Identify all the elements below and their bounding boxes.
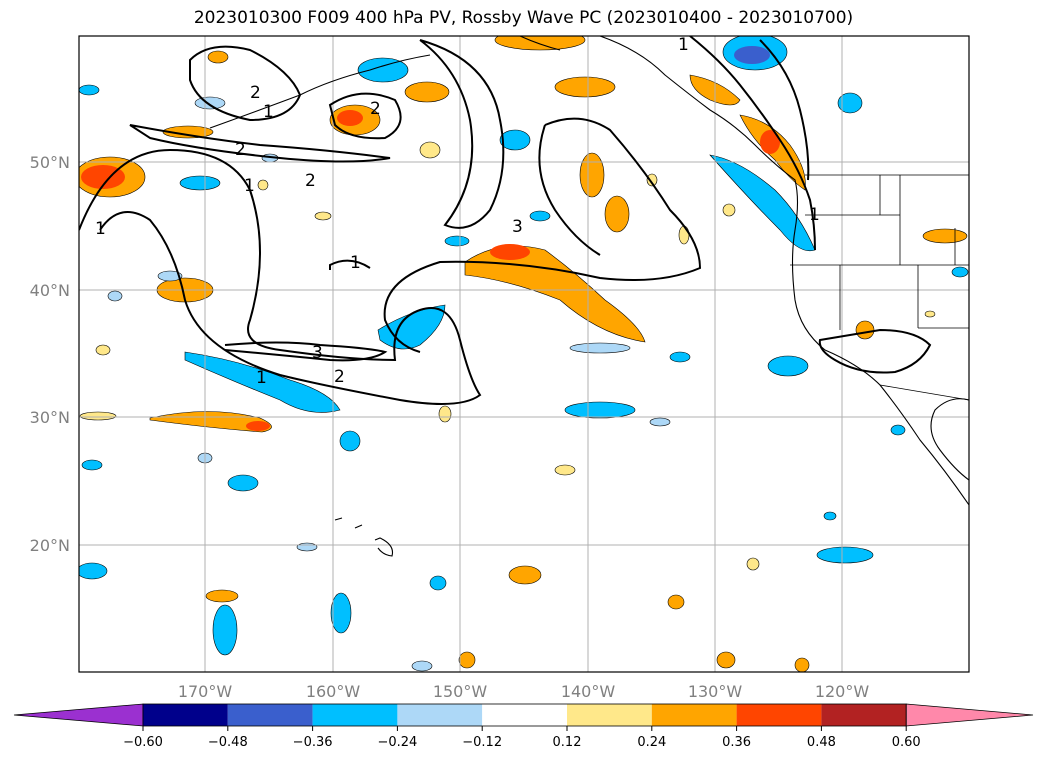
colorbar-swatch <box>482 704 567 726</box>
colorbar-extend-max <box>905 703 1034 727</box>
latitude-labels: 50°N 40°N 30°N 20°N <box>30 153 70 555</box>
lon-label: 170°W <box>178 682 233 701</box>
lat-label: 30°N <box>30 408 70 427</box>
lon-label: 120°W <box>815 682 870 701</box>
colorbar-swatch <box>312 704 398 726</box>
map-panel: 1 2 2 1 2 2 1 3 1 3 2 1 1 1 <box>79 35 969 672</box>
lon-label: 140°W <box>561 682 616 701</box>
contour-label: 1 <box>95 219 106 239</box>
lon-label: 160°W <box>306 682 361 701</box>
colorbar-tick-label: −0.36 <box>293 735 333 750</box>
contour-label: 1 <box>678 35 689 55</box>
colorbar-tick-label: 0.24 <box>637 735 666 750</box>
contour-label-group: 1 2 2 1 2 2 1 3 1 3 2 1 1 1 <box>95 35 820 388</box>
colorbar: −0.60 −0.48 −0.36 −0.24 −0.12 0.12 0.24 0.36 0.4… <box>13 703 1034 750</box>
colorbar-tick-label: 0.48 <box>807 735 836 750</box>
contour-label: 1 <box>350 253 361 273</box>
lon-label: 130°W <box>688 682 743 701</box>
colorbar-outline <box>142 703 907 727</box>
map-title: 2023010300 F009 400 hPa PV, Rossby Wave … <box>193 8 854 28</box>
colorbar-tick-label: −0.48 <box>208 735 248 750</box>
colorbar-swatch <box>227 704 313 726</box>
colorbar-swatch <box>397 704 483 726</box>
colorbar-extend-min <box>13 703 144 727</box>
contour-label: 3 <box>512 217 523 237</box>
contour-label: 2 <box>305 171 316 191</box>
colorbar-ticks: −0.60 −0.48 −0.36 −0.24 −0.12 0.12 0.24 0.36 0.4… <box>123 726 921 750</box>
contour-label: 1 <box>256 368 267 388</box>
colorbar-swatch <box>736 704 822 726</box>
colorbar-tick-label: 0.60 <box>892 735 921 750</box>
graticule <box>79 36 969 672</box>
rossby-contours <box>79 36 932 405</box>
pv-shading <box>79 36 969 672</box>
colorbar-swatch <box>651 704 737 726</box>
map-frame <box>78 35 970 673</box>
colorbar-tick-label: 0.12 <box>553 735 582 750</box>
contour-label: 3 <box>312 343 323 363</box>
contour-label: 2 <box>370 99 381 119</box>
contour-label: 1 <box>809 205 820 225</box>
colorbar-swatch <box>143 704 228 726</box>
state-borders <box>790 174 969 401</box>
colorbar-tick-label: −0.24 <box>377 735 417 750</box>
longitude-labels: 170°W 160°W 150°W 140°W 130°W 120°W <box>178 682 870 701</box>
contour-label: 2 <box>334 367 345 387</box>
contour-label: 2 <box>250 83 261 103</box>
colorbar-swatch <box>567 704 652 726</box>
lon-label: 150°W <box>433 682 488 701</box>
contour-label: 1 <box>244 176 255 196</box>
contour-label: 1 <box>263 102 274 122</box>
lat-label: 20°N <box>30 536 70 555</box>
colorbar-tick-label: −0.60 <box>123 735 163 750</box>
colorbar-tick-label: −0.12 <box>462 735 502 750</box>
coastlines <box>209 36 969 557</box>
colorbar-tick-label: 0.36 <box>722 735 751 750</box>
colorbar-swatch <box>821 704 907 726</box>
colorbar-swatches <box>13 703 1034 727</box>
contour-label: 2 <box>235 140 246 160</box>
lat-label: 50°N <box>30 153 70 172</box>
lat-label: 40°N <box>30 281 70 300</box>
